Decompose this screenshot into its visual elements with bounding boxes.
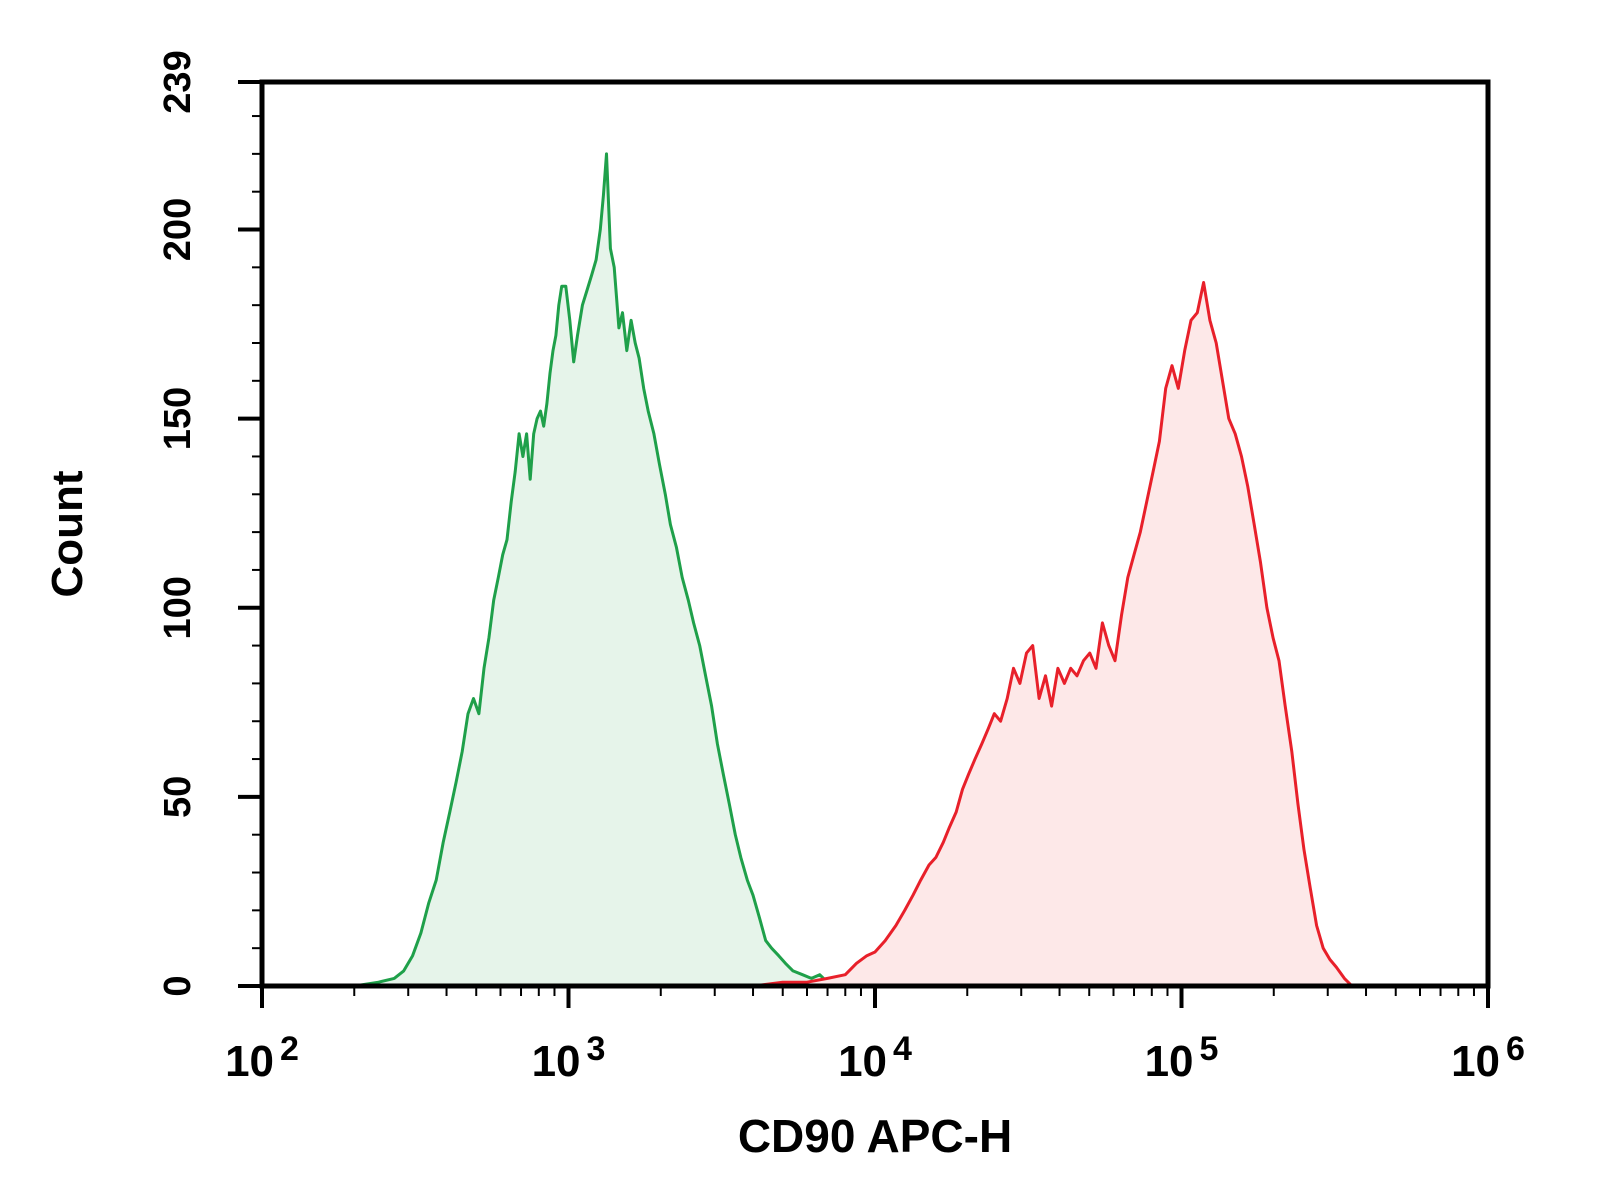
y-axis-title: Count — [43, 470, 92, 597]
series-0-area — [316, 153, 846, 986]
series-layer — [316, 152, 1366, 988]
y-tick-label: 100 — [157, 576, 199, 639]
y-tick-label: 200 — [157, 198, 199, 261]
x-tick-label: 10 3 — [532, 1030, 606, 1086]
y-tick-label: 239 — [157, 50, 199, 113]
series-1-area — [753, 282, 1366, 986]
series-0-line — [316, 152, 846, 988]
x-tick-label: 10 5 — [1145, 1030, 1219, 1086]
x-axis-ticks: 10 2 10 3 10 4 10 5 10 6 — [225, 986, 1525, 1086]
x-tick-label: 10 4 — [838, 1030, 912, 1086]
x-axis-title: CD90 APC-H — [738, 1110, 1012, 1162]
y-tick-label: 0 — [157, 975, 199, 996]
y-tick-label: 150 — [157, 387, 199, 450]
x-tick-label: 10 2 — [225, 1030, 299, 1086]
series-1-line — [752, 281, 1366, 988]
y-tick-label: 50 — [157, 776, 199, 818]
y-axis-ticks: 0 50 100 150 200 239 — [157, 50, 262, 997]
x-tick-label: 10 6 — [1451, 1030, 1525, 1086]
